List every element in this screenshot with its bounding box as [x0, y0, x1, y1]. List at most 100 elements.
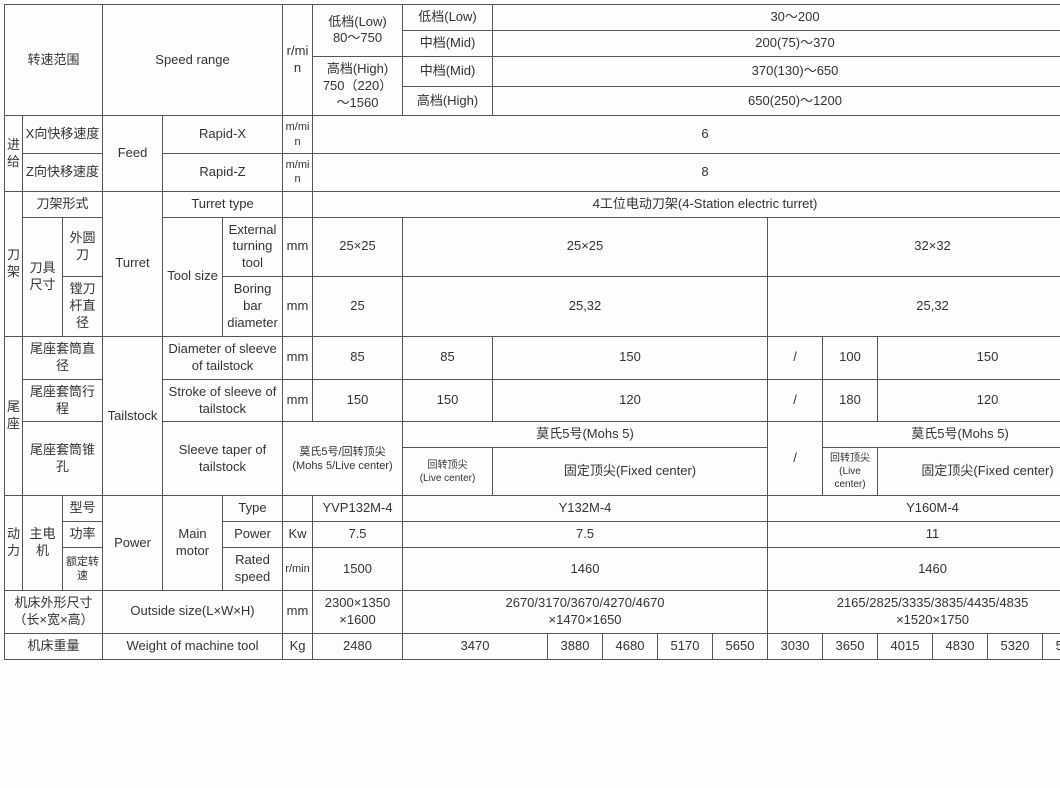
- table-row: 转速范围 Speed range r/min 低档(Low) 80～750 低档…: [5, 5, 1060, 31]
- boring-v2: 25,32: [403, 277, 768, 337]
- power-rated-en: Rated speed: [223, 548, 283, 591]
- outside-unit: mm: [283, 590, 313, 633]
- feed-cat-en: Feed: [103, 116, 163, 191]
- tail-dia-v2: 85: [403, 336, 493, 379]
- tail-taper-fixed2: 固定顶尖(Fixed center): [878, 448, 1060, 496]
- ext-unit: mm: [283, 217, 313, 277]
- weight-v11: 5850: [1043, 633, 1060, 659]
- weight-v10: 5320: [988, 633, 1043, 659]
- spec-table: 转速范围 Speed range r/min 低档(Low) 80～750 低档…: [4, 4, 1060, 660]
- power-type-v1: YVP132M-4: [313, 496, 403, 522]
- table-row: Z向快移速度 Rapid-Z m/min 8: [5, 154, 1060, 192]
- turret-type-unit: [283, 191, 313, 217]
- speed-val-low: 30～200: [493, 5, 1060, 31]
- tail-stroke-v1: 150: [313, 379, 403, 422]
- speed-cat-cn: 转速范围: [5, 5, 103, 116]
- speed-unit: r/min: [283, 5, 313, 116]
- weight-v1: 3470: [403, 633, 548, 659]
- power-cat-en: Power: [103, 496, 163, 591]
- tail-stroke-cn: 尾座套筒行程: [23, 379, 103, 422]
- turret-type-val: 4工位电动刀架(4-Station electric turret): [313, 191, 1060, 217]
- outside-cn: 机床外形尺寸 （长×宽×高）: [5, 590, 103, 633]
- table-row: 刀具尺寸 外圆刀 Tool size External turning tool…: [5, 217, 1060, 277]
- outside-en: Outside size(L×W×H): [103, 590, 283, 633]
- feed-rapidz-cn: Z向快移速度: [23, 154, 103, 192]
- ext-en: External turning tool: [223, 217, 283, 277]
- tail-taper-mohs1: 莫氏5号(Mohs 5): [403, 422, 768, 448]
- tail-taper-live2: 回转顶尖 (Live center): [823, 448, 878, 496]
- tail-dia-v6: 150: [878, 336, 1060, 379]
- weight-v3: 4680: [603, 633, 658, 659]
- speed-cat-en: Speed range: [103, 5, 283, 116]
- tail-taper-slash: /: [768, 422, 823, 496]
- weight-v4: 5170: [658, 633, 713, 659]
- power-type-en: Type: [223, 496, 283, 522]
- power-pw-cn: 功率: [63, 522, 103, 548]
- feed-cat-cn: 进给: [5, 116, 23, 191]
- ext-v3: 32×32: [768, 217, 1060, 277]
- table-row: 尾座套筒锥孔 Sleeve taper of tailstock 莫氏5号/回转…: [5, 422, 1060, 448]
- tail-stroke-v3: 120: [493, 379, 768, 422]
- feed-rapidz-val: 8: [313, 154, 1060, 192]
- tail-stroke-v5: 180: [823, 379, 878, 422]
- power-rated-cn: 额定转速: [63, 548, 103, 591]
- tail-stroke-v2: 150: [403, 379, 493, 422]
- speed-sub-high: 高档(High): [403, 86, 493, 116]
- tail-taper-cn: 尾座套筒锥孔: [23, 422, 103, 496]
- speed-sub-mid2: 中档(Mid): [403, 56, 493, 86]
- ext-v2: 25×25: [403, 217, 768, 277]
- tail-stroke-v4: /: [768, 379, 823, 422]
- speed-val-mid2: 370(130)～650: [493, 56, 1060, 86]
- power-pw-v2: 7.5: [403, 522, 768, 548]
- speed-low-label: 低档(Low) 80～750: [313, 5, 403, 57]
- power-type-v2: Y132M-4: [403, 496, 768, 522]
- power-pw-v3: 11: [768, 522, 1060, 548]
- feed-rapidz-en: Rapid-Z: [163, 154, 283, 192]
- power-pw-v1: 7.5: [313, 522, 403, 548]
- tail-stroke-en: Stroke of sleeve of tailstock: [163, 379, 283, 422]
- boring-cn: 镗刀杆直径: [63, 277, 103, 337]
- power-type-cn: 型号: [63, 496, 103, 522]
- tool-header-en: Tool size: [163, 217, 223, 336]
- feed-rapidx-en: Rapid-X: [163, 116, 283, 154]
- table-row: 尾座 尾座套筒直径 Tailstock Diameter of sleeve o…: [5, 336, 1060, 379]
- power-main-cn: 主电机: [23, 496, 63, 591]
- table-row: 尾座套筒行程 Stroke of sleeve of tailstock mm …: [5, 379, 1060, 422]
- speed-sub-low: 低档(Low): [403, 5, 493, 31]
- weight-cn: 机床重量: [5, 633, 103, 659]
- weight-v6: 3030: [768, 633, 823, 659]
- table-row: 机床重量 Weight of machine tool Kg 2480 3470…: [5, 633, 1060, 659]
- tail-dia-cn: 尾座套筒直径: [23, 336, 103, 379]
- power-type-unit: [283, 496, 313, 522]
- table-row: 动力 主电机 型号 Power Main motor Type YVP132M-…: [5, 496, 1060, 522]
- weight-v8: 4015: [878, 633, 933, 659]
- weight-v2: 3880: [548, 633, 603, 659]
- outside-v1: 2300×1350 ×1600: [313, 590, 403, 633]
- tail-dia-v3: 150: [493, 336, 768, 379]
- tail-dia-v1: 85: [313, 336, 403, 379]
- speed-val-mid1: 200(75)～370: [493, 30, 1060, 56]
- feed-rapidx-val: 6: [313, 116, 1060, 154]
- tail-cat-en: Tailstock: [103, 336, 163, 495]
- boring-en: Boring bar diameter: [223, 277, 283, 337]
- ext-cn: 外圆刀: [63, 217, 103, 277]
- weight-v7: 3650: [823, 633, 878, 659]
- speed-sub-mid1: 中档(Mid): [403, 30, 493, 56]
- tail-taper-mohs2: 莫氏5号(Mohs 5): [823, 422, 1060, 448]
- tail-taper-fixed1: 固定顶尖(Fixed center): [493, 448, 768, 496]
- speed-high-label: 高档(High) 750（220） ～1560: [313, 56, 403, 116]
- tail-dia-v4: /: [768, 336, 823, 379]
- tool-header-cn: 刀具尺寸: [23, 217, 63, 336]
- boring-v1: 25: [313, 277, 403, 337]
- power-pw-en: Power: [223, 522, 283, 548]
- tail-stroke-unit: mm: [283, 379, 313, 422]
- table-row: 进给 X向快移速度 Feed Rapid-X m/min 6: [5, 116, 1060, 154]
- outside-v3: 2165/2825/3335/3835/4435/4835 ×1520×1750: [768, 590, 1060, 633]
- feed-rapidx-unit: m/min: [283, 116, 313, 154]
- tail-cat-cn: 尾座: [5, 336, 23, 495]
- boring-v3: 25,32: [768, 277, 1060, 337]
- turret-cat-cn: 刀架: [5, 191, 23, 336]
- feed-rapidz-unit: m/min: [283, 154, 313, 192]
- tail-taper-live1: 回转顶尖 (Live center): [403, 448, 493, 496]
- power-rated-v1: 1500: [313, 548, 403, 591]
